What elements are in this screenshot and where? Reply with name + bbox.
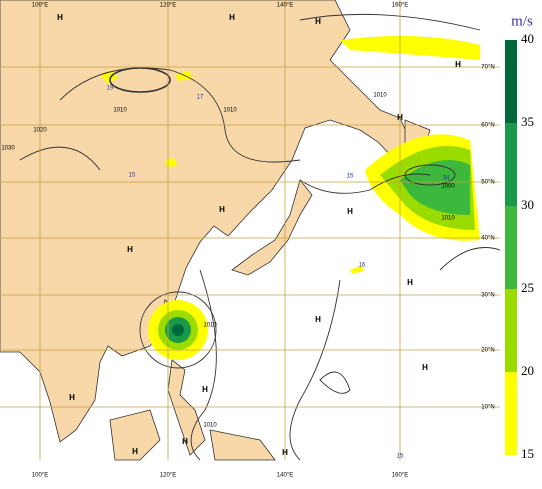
unit-label: m/s <box>511 13 533 29</box>
lon-label: 140°E <box>277 473 293 479</box>
lat-label: 40°N <box>481 236 494 242</box>
colorbar: 15 20 25 30 35 40 <box>505 31 534 461</box>
high-pressure-mark: H <box>219 205 225 214</box>
high-pressure-mark: H <box>347 207 353 216</box>
lon-label: 160°E <box>392 473 408 479</box>
lat-label: 70°N <box>481 65 494 71</box>
wind-shading <box>100 36 480 360</box>
lat-label: 60°N <box>481 123 494 129</box>
wind-speed-label: 15 <box>397 454 404 460</box>
high-pressure-mark: H <box>127 245 133 254</box>
lon-label: 120°E <box>160 3 176 9</box>
colorbar-segment <box>505 40 517 123</box>
graticule <box>0 0 500 460</box>
wind-speed-label: 34 <box>443 176 450 182</box>
high-pressure-mark: H <box>315 315 321 324</box>
isobar-label: 1010 <box>373 93 387 99</box>
labels: 100°E 100°E 120°E 120°E 140°E 140°E 160°E 160°E… <box>1 3 494 479</box>
colorbar-label: 40 <box>521 31 534 46</box>
wind-speed-label: 19 <box>107 86 114 92</box>
high-pressure-mark: H <box>315 17 321 26</box>
high-pressure-mark: H <box>397 113 403 122</box>
high-pressure-mark: H <box>282 448 288 457</box>
isobar-label: 1030 <box>1 146 15 152</box>
high-pressure-mark: H <box>182 437 188 446</box>
wind-speed-label: 16 <box>359 263 366 269</box>
isobars <box>19 13 501 461</box>
isobar-label: 1010 <box>203 423 217 429</box>
colorbar-label: 30 <box>521 197 534 212</box>
colorbar-label: 20 <box>521 363 534 378</box>
colorbar-label: 15 <box>521 446 534 461</box>
wind-speed-label: 15 <box>129 173 136 179</box>
wind-speed-label: 17 <box>197 95 204 101</box>
high-pressure-mark: H <box>202 385 208 394</box>
colorbar-segment <box>505 123 517 206</box>
land <box>0 0 431 461</box>
high-pressure-mark: H <box>69 393 75 402</box>
wind-speed-label: 15 <box>347 174 354 180</box>
isobar-label: 1010 <box>223 108 237 114</box>
lon-label: 140°E <box>277 3 293 9</box>
high-pressure-mark: H <box>407 278 413 287</box>
lon-label: 160°E <box>392 3 408 9</box>
high-pressure-mark: H <box>229 13 235 22</box>
colorbar-label: 25 <box>521 280 534 295</box>
lat-label: 50°N <box>481 180 494 186</box>
colorbar-segment <box>505 206 517 289</box>
lon-label: 120°E <box>160 473 176 479</box>
colorbar-segment <box>505 372 517 455</box>
isobar-label: 1000 <box>441 184 455 190</box>
high-pressure-mark: H <box>422 363 428 372</box>
high-pressure-mark: H <box>132 447 138 456</box>
lon-label: 100°E <box>32 473 48 479</box>
lat-label: 20°N <box>481 348 494 354</box>
lon-label: 100°E <box>32 3 48 9</box>
high-pressure-mark: H <box>455 60 461 69</box>
colorbar-segment <box>505 289 517 372</box>
lat-label: 30°N <box>481 293 494 299</box>
isobar-label: 1020 <box>33 128 47 134</box>
colorbar-label: 35 <box>521 114 534 129</box>
isobar-label: 1010 <box>441 216 455 222</box>
lat-label: 10°N <box>481 405 494 411</box>
isobar-label: 1010 <box>203 323 217 329</box>
high-pressure-mark: H <box>57 13 63 22</box>
isobar-label: 1010 <box>113 108 127 114</box>
